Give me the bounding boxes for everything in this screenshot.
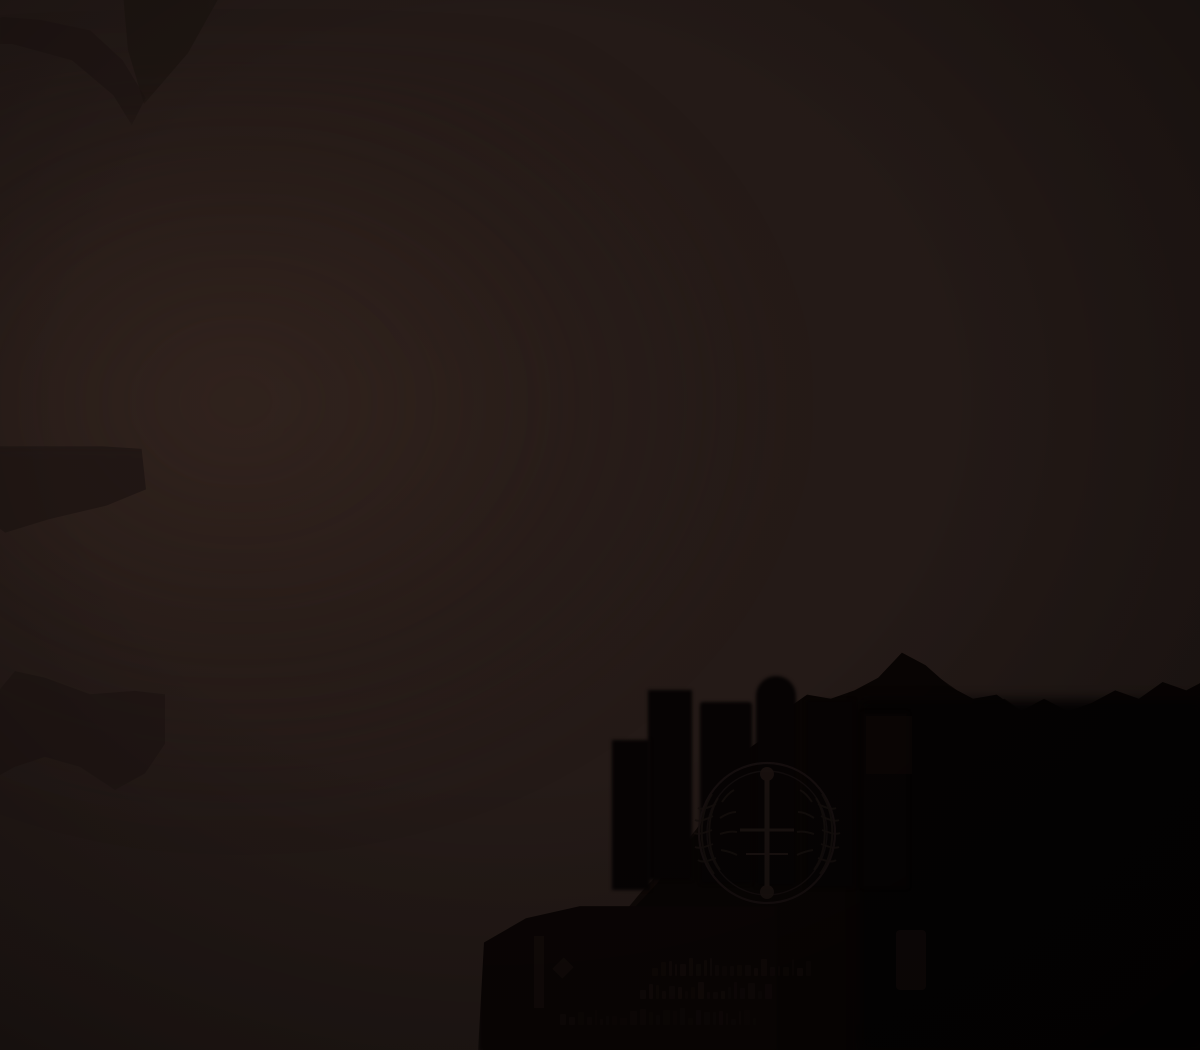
glyph-mark <box>656 985 659 999</box>
glyph-mark <box>806 961 811 976</box>
glyph-mark <box>578 1012 584 1025</box>
glyph-mark <box>630 1011 637 1025</box>
glyph-mark <box>685 991 688 999</box>
glyph-mark <box>758 991 762 999</box>
glyph-mark <box>728 987 731 999</box>
glyph-mark <box>726 1013 728 1025</box>
glyph-mark <box>761 959 767 976</box>
glyph-mark <box>730 966 734 976</box>
accent-mark-vertical <box>534 936 544 1008</box>
glyph-row-2 <box>640 982 772 999</box>
glyph-mark <box>620 1018 627 1025</box>
glyph-mark <box>745 965 751 976</box>
glyph-mark <box>696 1010 701 1025</box>
glyph-mark <box>640 1009 646 1025</box>
glyph-mark <box>754 968 758 976</box>
glyph-mark <box>748 983 755 999</box>
glyph-mark <box>569 1017 575 1025</box>
glyph-mark <box>710 958 712 976</box>
accent-mark-highlight <box>866 716 912 774</box>
glyph-mark <box>783 967 789 976</box>
glyph-mark <box>721 991 725 999</box>
glyph-mark <box>719 1011 723 1025</box>
form-d <box>806 700 854 888</box>
glyph-mark <box>691 987 695 999</box>
glyph-mark <box>669 986 675 999</box>
glyph-row-3 <box>560 1008 756 1025</box>
accent-mark-block <box>896 930 926 990</box>
glyph-mark <box>656 1015 660 1025</box>
glyph-mark <box>661 962 666 976</box>
glyph-mark <box>713 992 718 999</box>
glyph-mark <box>612 1016 617 1025</box>
glyph-mark <box>680 1008 685 1025</box>
glyph-mark <box>722 966 727 976</box>
glyph-mark <box>704 1012 710 1025</box>
glyph-mark <box>560 1014 566 1025</box>
glyph-mark <box>662 991 666 999</box>
glyph-mark <box>713 1012 716 1025</box>
glyph-mark <box>688 1018 693 1025</box>
form-c <box>756 676 796 886</box>
glyph-mark <box>739 1011 741 1025</box>
glyph-mark <box>673 1011 677 1025</box>
glyph-mark <box>704 960 707 976</box>
form-a <box>648 690 692 880</box>
glyph-mark <box>707 992 710 999</box>
glyph-mark <box>696 964 701 976</box>
glyph-mark <box>792 959 794 976</box>
glyph-mark <box>680 964 686 976</box>
glyph-mark <box>649 984 653 999</box>
glyph-mark <box>663 1010 670 1025</box>
glyph-mark <box>740 988 745 999</box>
glyph-mark <box>715 965 719 976</box>
glyph-mark <box>698 982 704 999</box>
glyph-mark <box>797 968 803 976</box>
glyph-mark <box>678 987 682 999</box>
glyph-mark <box>669 961 672 976</box>
glyph-mark <box>640 990 646 999</box>
glyph-mark <box>649 1012 653 1025</box>
glyph-mark <box>600 1019 603 1025</box>
glyph-row-1 <box>652 958 811 976</box>
glyph-mark <box>652 968 658 976</box>
glyph-mark <box>744 1010 750 1025</box>
glyph-mark <box>753 1018 756 1025</box>
form-b <box>700 702 752 884</box>
glyph-mark <box>675 964 677 976</box>
glyph-mark <box>778 966 780 976</box>
glyph-mark <box>595 1010 597 1025</box>
glyph-mark <box>770 967 775 976</box>
glyph-mark <box>606 1016 609 1025</box>
glyph-mark <box>765 984 772 999</box>
glyph-mark <box>587 1017 592 1025</box>
form-f <box>612 740 650 890</box>
glyph-mark <box>737 965 742 976</box>
glyph-mark <box>734 982 737 999</box>
glyph-mark <box>689 958 693 976</box>
glyph-mark <box>731 1019 736 1025</box>
